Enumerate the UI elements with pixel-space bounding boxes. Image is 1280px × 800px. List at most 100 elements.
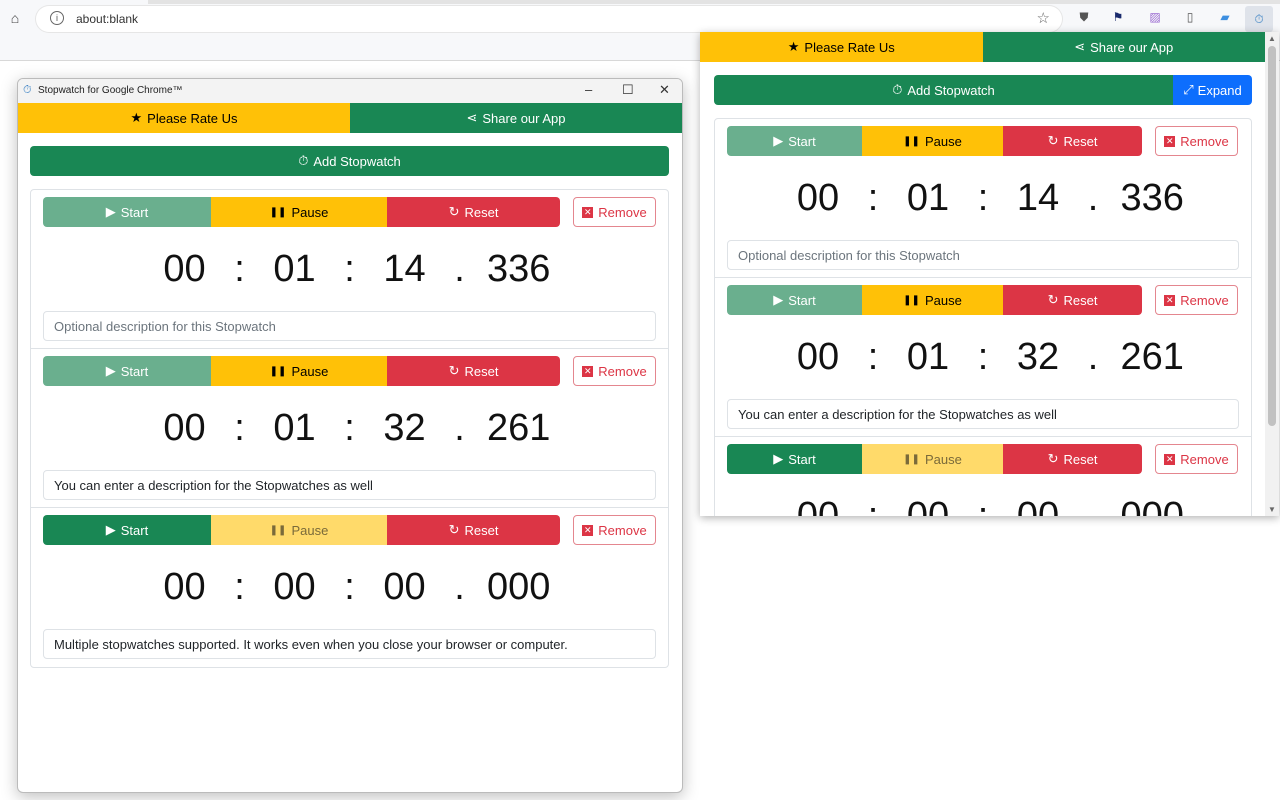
scroll-up-icon[interactable]: ▲ [1268, 34, 1276, 43]
pause-button[interactable]: ❚❚ Pause [862, 285, 1003, 315]
flag-icon[interactable]: ⚑ [1112, 10, 1124, 24]
time-separator: : [867, 335, 879, 378]
remove-button[interactable]: ✕ Remove [1155, 285, 1238, 315]
remove-button[interactable]: ✕ Remove [1155, 126, 1238, 156]
remove-button[interactable]: ✕ Remove [1155, 444, 1238, 474]
close-icon: ✕ [582, 524, 594, 536]
minutes-value: 01 [906, 335, 950, 378]
pause-icon: ❚❚ [903, 294, 920, 306]
start-label: Start [788, 133, 816, 149]
pause-button[interactable]: ❚❚ Pause [862, 126, 1003, 156]
scroll-down-icon[interactable]: ▼ [1268, 505, 1276, 514]
pause-button[interactable]: ❚❚ Pause [862, 444, 1003, 474]
time-display: 00:01:14. 336 [43, 227, 656, 311]
start-label: Start [120, 522, 149, 538]
reset-button[interactable]: ↻ Reset [387, 197, 560, 227]
pause-button[interactable]: ❚❚ Pause [211, 515, 387, 545]
start-button[interactable]: ▶ Start [727, 444, 862, 474]
info-icon[interactable]: i [50, 11, 64, 25]
chat-icon[interactable]: ▰ [1220, 10, 1230, 24]
description-input[interactable]: Optional description for this Stopwatch [727, 240, 1239, 270]
address-bar[interactable]: i about:blank ☆ [36, 6, 1062, 32]
time-separator: : [234, 565, 245, 608]
title-bar: ⏱ Stopwatch for Google Chrome™ – ☐ ✕ [18, 79, 682, 103]
seconds-value: 00 [383, 565, 426, 608]
scrollbar[interactable]: ▲ ▼ [1265, 32, 1279, 516]
start-button[interactable]: ▶ Start [43, 197, 211, 227]
description-input[interactable]: Optional description for this Stopwatch [43, 311, 656, 341]
reset-button[interactable]: ↻ Reset [1003, 126, 1142, 156]
time-separator: : [867, 176, 879, 219]
start-button[interactable]: ▶ Start [727, 285, 862, 315]
play-icon: ▶ [773, 133, 784, 148]
close-icon: ✕ [1164, 294, 1176, 306]
url-text[interactable]: about:blank [76, 12, 139, 26]
home-icon[interactable]: ⌂ [10, 10, 20, 26]
reset-icon: ↻ [1047, 292, 1059, 307]
stopwatch-list: ▶ Start ❚❚ Pause ↻ Reset ✕ Remove 00:01:14. 336 Op… [714, 118, 1252, 516]
minutes-value: 00 [906, 494, 950, 517]
minimize-icon[interactable]: – [585, 82, 593, 97]
expand-button[interactable]: ⤢ Expand [1173, 75, 1252, 105]
remove-button[interactable]: ✕ Remove [573, 197, 656, 227]
pause-label: Pause [924, 292, 962, 308]
pause-button[interactable]: ❚❚ Pause [211, 197, 387, 227]
pause-icon: ❚❚ [269, 365, 287, 377]
time-separator: . [1087, 494, 1099, 517]
stopwatch-icon[interactable]: ⏱ [1245, 6, 1273, 32]
bookmark-star-icon[interactable]: ☆ [1036, 10, 1050, 27]
pause-label: Pause [924, 133, 962, 149]
close-icon[interactable]: ✕ [659, 82, 670, 97]
remove-label: Remove [598, 363, 647, 379]
pause-icon: ❚❚ [269, 206, 287, 218]
shield-icon[interactable]: ⛊ [1079, 10, 1089, 24]
time-separator: : [234, 406, 245, 449]
start-button[interactable]: ▶ Start [43, 515, 211, 545]
phone-icon[interactable]: ▯ [1186, 10, 1194, 24]
remove-button[interactable]: ✕ Remove [573, 356, 656, 386]
close-icon: ✕ [1164, 453, 1176, 465]
reset-icon: ↻ [448, 363, 460, 378]
time-display: 00:01:32. 261 [43, 386, 656, 470]
milliseconds-value: 261 [487, 406, 551, 449]
description-input[interactable]: Multiple stopwatches supported. It works… [43, 629, 656, 659]
time-display: 00:00:00. 000 [43, 545, 656, 629]
expand-icon: ⤢ [1183, 82, 1194, 97]
remove-button[interactable]: ✕ Remove [573, 515, 656, 545]
reset-button[interactable]: ↻ Reset [1003, 444, 1142, 474]
time-separator: : [344, 565, 355, 608]
time-separator: : [344, 406, 355, 449]
time-display: 00:00:00. 000 [727, 474, 1239, 517]
maximize-icon[interactable]: ☐ [622, 82, 634, 97]
start-button[interactable]: ▶ Start [43, 356, 211, 386]
play-icon: ▶ [773, 292, 784, 307]
pause-label: Pause [291, 363, 329, 379]
add-stopwatch-button[interactable]: ⏱ Add Stopwatch [30, 146, 669, 176]
add-label: Add Stopwatch [313, 153, 401, 169]
reset-button[interactable]: ↻ Reset [387, 356, 560, 386]
description-input[interactable]: You can enter a description for the Stop… [43, 470, 656, 500]
puzzle-icon[interactable]: ▨ [1149, 10, 1161, 24]
share-label: Share our App [1090, 39, 1174, 55]
reset-button[interactable]: ↻ Reset [1003, 285, 1142, 315]
stopwatch-controls: ▶ Start ❚❚ Pause ↻ Reset ✕ Remove [727, 285, 1239, 315]
share-button[interactable]: ⋖ Share our App [350, 103, 682, 133]
close-icon: ✕ [582, 365, 594, 377]
scrollbar-thumb[interactable] [1268, 46, 1276, 426]
hours-value: 00 [163, 406, 206, 449]
stopwatch-icon: ⏱ [23, 84, 32, 96]
start-button[interactable]: ▶ Start [727, 126, 862, 156]
add-stopwatch-button[interactable]: ⏱ Add Stopwatch [714, 75, 1173, 105]
rate-button[interactable]: ★ Please Rate Us [700, 32, 983, 62]
reset-button[interactable]: ↻ Reset [387, 515, 560, 545]
description-input[interactable]: You can enter a description for the Stop… [727, 399, 1239, 429]
milliseconds-value: 336 [487, 247, 551, 290]
reset-label: Reset [1063, 133, 1098, 149]
time-separator: : [867, 494, 879, 517]
seconds-value: 14 [383, 247, 426, 290]
seconds-value: 14 [1016, 176, 1060, 219]
share-button[interactable]: ⋖ Share our App [982, 32, 1265, 62]
rate-button[interactable]: ★ Please Rate Us [18, 103, 350, 133]
pause-button[interactable]: ❚❚ Pause [211, 356, 387, 386]
time-display: 00:01:32. 261 [727, 315, 1239, 399]
